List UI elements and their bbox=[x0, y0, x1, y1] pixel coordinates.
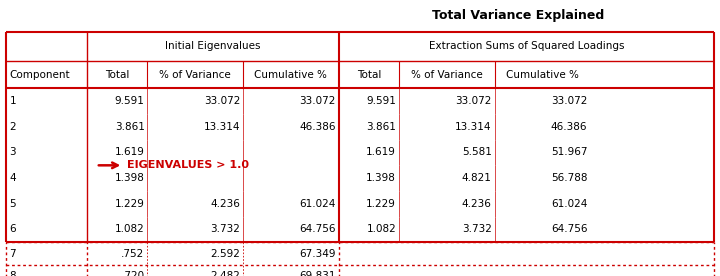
Text: 2: 2 bbox=[9, 122, 16, 132]
Text: 33.072: 33.072 bbox=[551, 96, 588, 106]
Text: 64.756: 64.756 bbox=[551, 224, 588, 235]
Text: .752: .752 bbox=[122, 249, 145, 259]
Text: 2.482: 2.482 bbox=[210, 271, 240, 276]
Text: 5.581: 5.581 bbox=[462, 147, 492, 158]
Text: 3.732: 3.732 bbox=[462, 224, 492, 235]
Text: Component: Component bbox=[9, 70, 70, 79]
Text: 13.314: 13.314 bbox=[204, 122, 240, 132]
Text: 46.386: 46.386 bbox=[300, 122, 336, 132]
Text: Total: Total bbox=[105, 70, 130, 79]
Text: 1.398: 1.398 bbox=[114, 173, 145, 183]
Text: 69.831: 69.831 bbox=[300, 271, 336, 276]
Text: 1: 1 bbox=[9, 96, 16, 106]
Text: Cumulative %: Cumulative % bbox=[506, 70, 579, 79]
Text: 1.619: 1.619 bbox=[114, 147, 145, 158]
Text: Total: Total bbox=[356, 70, 381, 79]
Text: 13.314: 13.314 bbox=[455, 122, 492, 132]
Text: 56.788: 56.788 bbox=[551, 173, 588, 183]
Text: 9.591: 9.591 bbox=[366, 96, 396, 106]
Text: % of Variance: % of Variance bbox=[159, 70, 231, 79]
Text: 3.732: 3.732 bbox=[210, 224, 240, 235]
Text: 33.072: 33.072 bbox=[204, 96, 240, 106]
Text: 9.591: 9.591 bbox=[114, 96, 145, 106]
Text: 6: 6 bbox=[9, 224, 16, 235]
Text: 3.861: 3.861 bbox=[366, 122, 396, 132]
Text: EIGENVALUES > 1.0: EIGENVALUES > 1.0 bbox=[127, 160, 249, 170]
Text: Extraction Sums of Squared Loadings: Extraction Sums of Squared Loadings bbox=[428, 41, 624, 51]
Text: % of Variance: % of Variance bbox=[411, 70, 482, 79]
Text: 2.592: 2.592 bbox=[210, 249, 240, 259]
Text: 33.072: 33.072 bbox=[300, 96, 336, 106]
Text: 46.386: 46.386 bbox=[551, 122, 588, 132]
Text: 5: 5 bbox=[9, 199, 16, 209]
Text: Cumulative %: Cumulative % bbox=[254, 70, 328, 79]
Text: Total Variance Explained: Total Variance Explained bbox=[432, 9, 605, 22]
Text: 8: 8 bbox=[9, 271, 16, 276]
Text: 33.072: 33.072 bbox=[455, 96, 492, 106]
Text: 61.024: 61.024 bbox=[300, 199, 336, 209]
Text: 3.861: 3.861 bbox=[114, 122, 145, 132]
Text: .720: .720 bbox=[122, 271, 145, 276]
Text: Initial Eigenvalues: Initial Eigenvalues bbox=[166, 41, 261, 51]
Text: 1.082: 1.082 bbox=[366, 224, 396, 235]
Text: 4.236: 4.236 bbox=[462, 199, 492, 209]
Text: 1.398: 1.398 bbox=[366, 173, 396, 183]
Text: 1.229: 1.229 bbox=[366, 199, 396, 209]
Text: 61.024: 61.024 bbox=[551, 199, 588, 209]
Text: 1.229: 1.229 bbox=[114, 199, 145, 209]
Text: 4.821: 4.821 bbox=[462, 173, 492, 183]
Text: 7: 7 bbox=[9, 249, 16, 259]
Text: 1.619: 1.619 bbox=[366, 147, 396, 158]
Text: 64.756: 64.756 bbox=[300, 224, 336, 235]
Text: 4.236: 4.236 bbox=[210, 199, 240, 209]
Text: 67.349: 67.349 bbox=[300, 249, 336, 259]
Text: 1.082: 1.082 bbox=[114, 224, 145, 235]
Text: 3: 3 bbox=[9, 147, 16, 158]
Text: 4: 4 bbox=[9, 173, 16, 183]
Text: 51.967: 51.967 bbox=[551, 147, 588, 158]
